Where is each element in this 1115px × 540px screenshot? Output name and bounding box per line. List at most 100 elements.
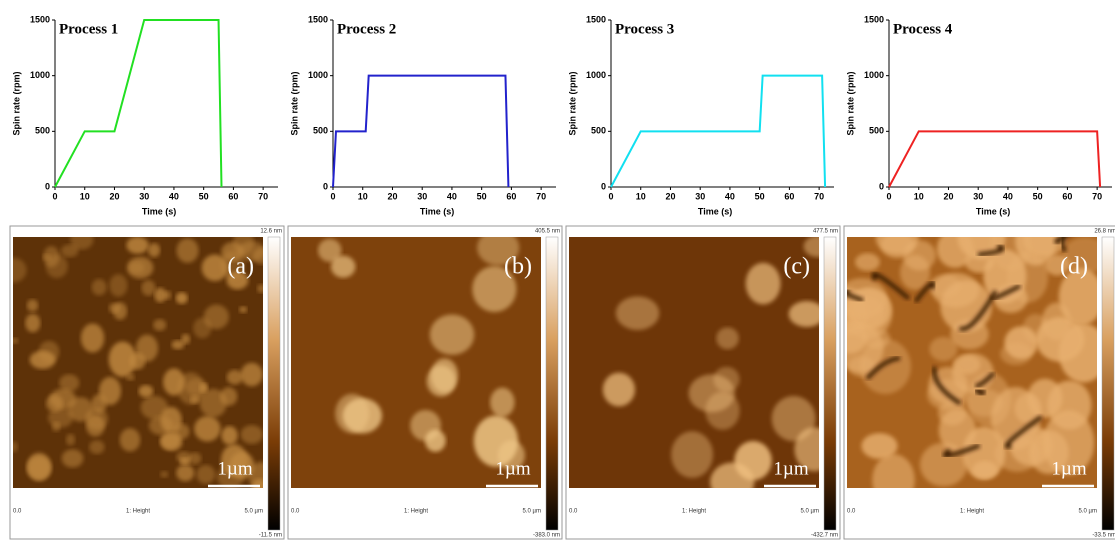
texture: [855, 253, 880, 271]
x-tick-label: 20: [109, 191, 119, 201]
x-tick-label: 0: [52, 191, 57, 201]
x-tick-label: 10: [914, 191, 924, 201]
scale-max: 26.8 nm: [1094, 229, 1115, 235]
x-tick-label: 40: [725, 191, 735, 201]
x-tick-label: 10: [636, 191, 646, 201]
texture: [899, 254, 931, 290]
x-start: 0.0: [13, 509, 22, 515]
texture: [61, 449, 84, 468]
texture: [188, 452, 202, 465]
x-axis-label: Time (s): [420, 206, 454, 216]
texture: [176, 464, 195, 482]
y-tick-label: 0: [879, 181, 884, 191]
afm-image: [291, 237, 541, 488]
texture: [335, 393, 370, 434]
texture: [25, 313, 41, 333]
y-tick-label: 500: [313, 126, 328, 136]
texture: [1058, 268, 1097, 326]
texture: [13, 337, 19, 344]
texture: [60, 244, 79, 258]
scale-max: 477.5 nm: [813, 229, 838, 235]
texture: [119, 428, 141, 452]
chart-title: Process 2: [337, 21, 396, 37]
x-tick-label: 50: [199, 191, 209, 201]
texture: [91, 279, 107, 296]
texture: [875, 237, 919, 255]
texture: [710, 462, 755, 488]
x-tick-label: 50: [1033, 191, 1043, 201]
texture: [977, 243, 1005, 257]
texture: [141, 279, 156, 296]
texture: [950, 318, 989, 350]
texture: [932, 366, 962, 406]
x-tick-label: 40: [447, 191, 457, 201]
x-axis-label: Time (s): [976, 206, 1010, 216]
x-tick-label: 0: [608, 191, 613, 201]
texture: [148, 243, 161, 258]
texture: [108, 341, 137, 377]
color-bar: [267, 236, 281, 531]
texture: [716, 327, 739, 350]
x-tick-label: 30: [695, 191, 705, 201]
texture: [1044, 254, 1070, 276]
y-tick-label: 1000: [864, 70, 884, 80]
chart-title: Process 4: [893, 21, 953, 37]
scale-min: -383.0 nm: [533, 533, 560, 539]
x-tick-label: 70: [1092, 191, 1102, 201]
afm-image: [13, 237, 263, 488]
texture: [70, 237, 94, 250]
x-tick-label: 70: [258, 191, 268, 201]
texture: [1004, 415, 1043, 449]
texture: [199, 388, 227, 418]
texture: [240, 425, 263, 444]
x-tick-label: 40: [1003, 191, 1013, 201]
scale-min: -33.5 nm: [1092, 533, 1115, 539]
texture: [962, 426, 1006, 480]
panel-label: (a): [227, 254, 254, 280]
texture: [154, 287, 167, 303]
texture: [426, 365, 456, 397]
texture: [942, 443, 981, 458]
afm-image: [569, 237, 819, 488]
texture: [239, 306, 248, 313]
texture: [65, 433, 76, 446]
x-start: 0.0: [569, 509, 578, 515]
texture: [958, 290, 998, 331]
afm-panel: 26.8 nm -33.5 nm 0.0 1: Height 5.0 µm (d) 1µm: [843, 225, 1115, 540]
texture: [189, 394, 200, 404]
afm-image: [847, 237, 1097, 488]
texture: [257, 284, 263, 294]
y-tick-label: 1000: [586, 70, 606, 80]
scale-max: 12.6 nm: [260, 229, 282, 235]
chart: 0 500 1000 1500 0 10 20 30 40 50 60 70 Time (s) Spin …: [567, 14, 834, 216]
y-tick-label: 1500: [30, 14, 50, 24]
afm-panel: 477.5 nm -432.7 nm 0.0 1: Height 5.0 µm (c) 1µ…: [565, 225, 841, 540]
texture: [615, 296, 660, 330]
texture: [473, 415, 519, 467]
texture: [171, 339, 185, 350]
x-tick-label: 70: [814, 191, 824, 201]
x-end: 5.0 µm: [801, 509, 819, 515]
texture: [126, 374, 135, 381]
texture: [794, 427, 819, 472]
texture: [871, 272, 911, 301]
x-tick-label: 20: [387, 191, 397, 201]
line: [610, 74, 827, 188]
texture: [67, 397, 94, 422]
color-bar: [823, 236, 837, 531]
texture: [477, 237, 520, 266]
x-tick-label: 30: [417, 191, 427, 201]
texture: [181, 333, 191, 345]
texture: [1062, 237, 1097, 274]
texture: [952, 354, 981, 375]
x-tick-label: 30: [139, 191, 149, 201]
afm-panel: 12.6 nm -11.5 nm 0.0 1: Height 5.0 µm (a) 1µm: [9, 225, 285, 540]
texture: [938, 400, 967, 426]
x-tick-label: 60: [506, 191, 516, 201]
channel: 1: Height: [404, 509, 428, 515]
y-tick-label: 0: [323, 181, 328, 191]
y-axis-label: Spin rate (rpm): [289, 71, 299, 135]
y-axis-label: Spin rate (rpm): [845, 71, 855, 135]
scale-bar-label: 1µm: [217, 458, 252, 479]
texture: [80, 323, 105, 353]
